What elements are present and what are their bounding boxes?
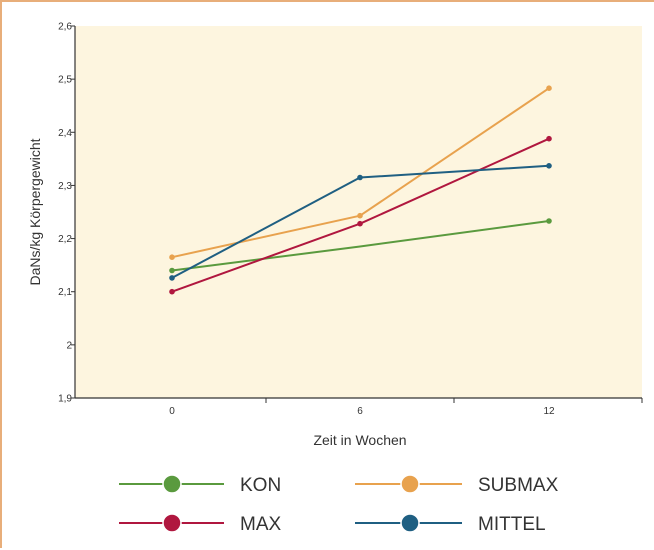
data-point-max [546,135,552,142]
data-point-kon [546,218,552,224]
data-point-mittel [357,174,363,181]
data-point-kon [169,267,175,274]
legend-label: MAX [240,514,282,535]
y-tick-label: 1,9 [58,394,72,405]
x-tick-label: 6 [357,406,363,417]
y-tick-label: 2,4 [58,128,72,139]
x-axis-title: Zeit in Wochen [313,432,406,448]
legend: KON SUBMAX MAX MITTEL [119,474,559,535]
legend-item-submax: SUBMAX [355,474,559,496]
y-tick-label: 2 [66,340,72,351]
legend-label: SUBMAX [478,475,559,496]
data-point-mittel [546,163,552,169]
legend-item-mittel: MITTEL [355,513,546,535]
legend-swatch-marker [400,474,420,494]
legend-label: MITTEL [478,514,546,535]
series-layer [169,85,552,295]
data-point-max [357,220,363,227]
data-point-submax [169,254,175,260]
legend-swatch-marker [162,474,182,494]
y-axis-title: DaNs/kg Körpergewicht [27,138,43,285]
axes-layer: 1,9 2 2,1 2,2 2,3 2,4 2,5 2,6 0 6 12 [58,22,643,417]
y-tick-label: 2,3 [58,181,72,192]
y-tick-label: 2,2 [58,234,72,245]
data-point-submax [357,212,363,219]
plot-area [75,26,642,398]
y-tick-label: 2,6 [58,22,72,33]
data-point-max [169,288,175,295]
y-tick-label: 2,5 [58,75,72,86]
x-tick-label: 12 [543,406,555,417]
y-tick-label: 2,1 [58,287,72,298]
legend-swatch-marker [400,513,420,533]
legend-label: KON [240,475,281,496]
data-point-submax [546,85,552,91]
x-tick-label: 0 [169,406,175,417]
legend-item-max: MAX [119,513,282,535]
data-point-mittel [169,275,175,281]
legend-swatch-marker [162,513,182,533]
series-line-kon [171,220,550,272]
legend-item-kon: KON [119,474,281,496]
